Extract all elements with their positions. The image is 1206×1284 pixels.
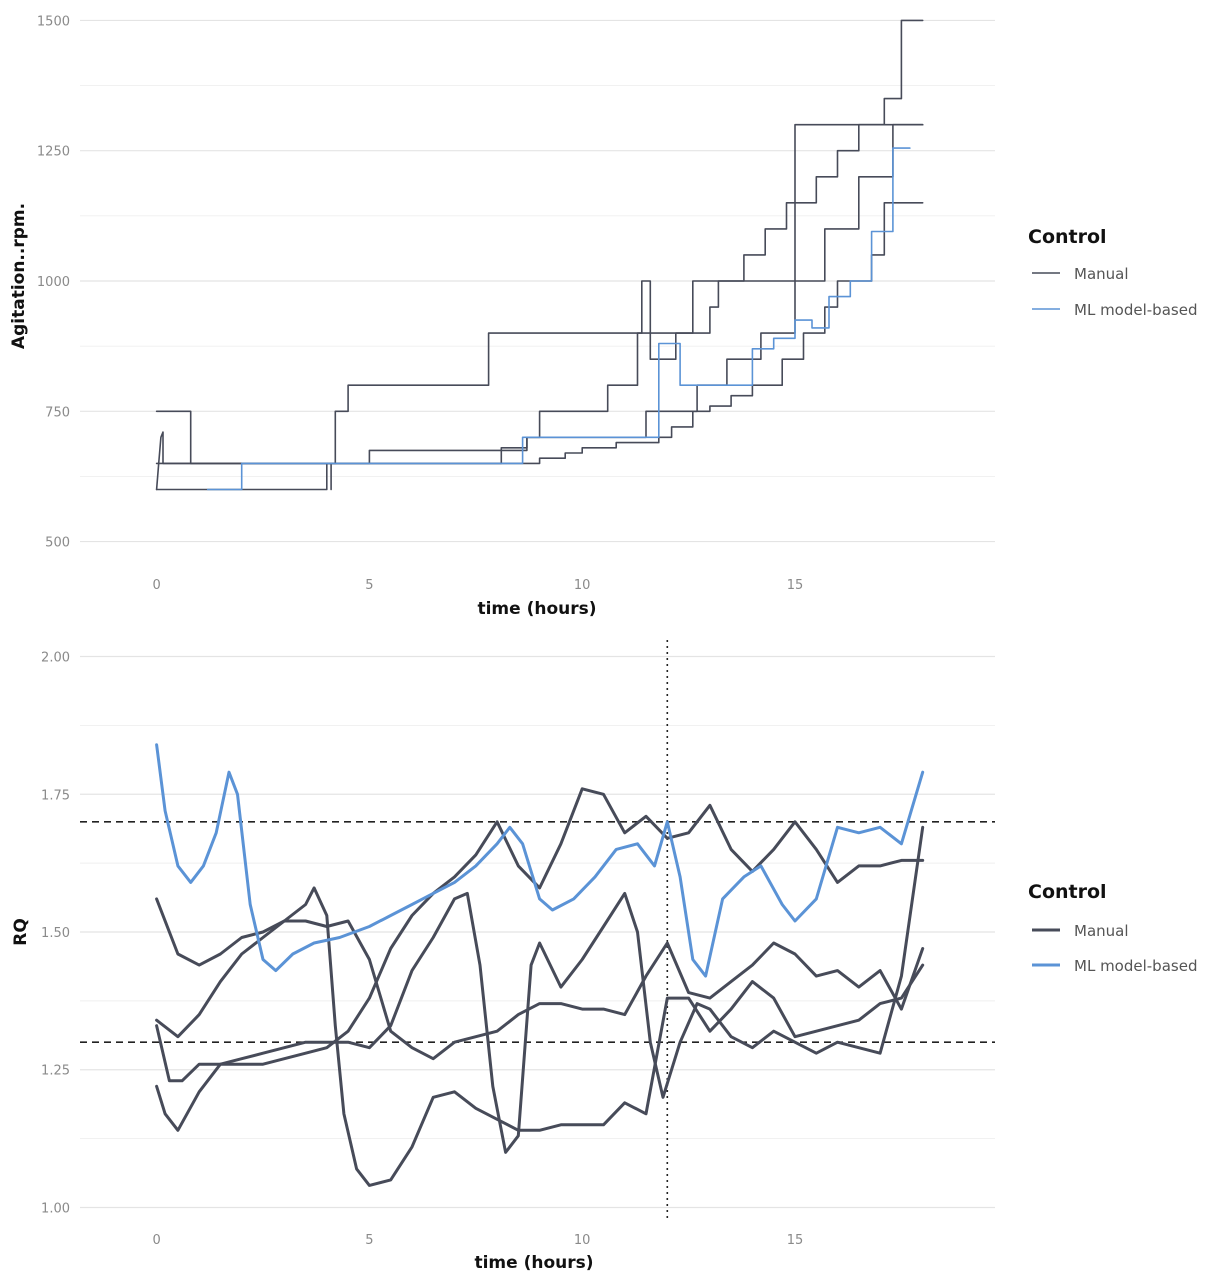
agitation-y-tick-label: 1000 xyxy=(37,275,70,290)
rq-legend: Control Manual ML model-based xyxy=(1028,881,1197,975)
agitation-x-tick-label: 15 xyxy=(787,578,804,593)
agitation-x-tick-label: 0 xyxy=(152,578,160,593)
agitation-ylabel: Agitation..rpm. xyxy=(9,203,29,349)
rq-y-tick-label: 1.00 xyxy=(41,1201,70,1216)
rq-series xyxy=(155,743,925,1187)
rq-ticks: 1.00 1.25 1.50 1.75 2.00 0 5 10 15 xyxy=(41,651,803,1248)
rq-series-manual-2 xyxy=(155,886,925,1187)
agitation-ticks: 500 750 1000 1250 1500 0 5 10 15 xyxy=(37,14,803,593)
rq-series-manual-3 xyxy=(155,825,925,1154)
agitation-legend: Control Manual ML model-based xyxy=(1028,226,1197,319)
agitation-series-manual-1 xyxy=(155,123,924,465)
rq-series-ml-model-based xyxy=(155,743,925,978)
agitation-y-tick-label: 1250 xyxy=(37,145,70,160)
rq-x-tick-label: 15 xyxy=(787,1233,804,1248)
rq-y-tick-label: 1.25 xyxy=(41,1064,70,1079)
rq-y-tick-label: 2.00 xyxy=(41,651,70,666)
agitation-grid xyxy=(80,19,995,543)
agitation-y-tick-label: 1500 xyxy=(37,14,70,29)
rq-legend-title: Control xyxy=(1028,881,1107,903)
rq-x-tick-label: 0 xyxy=(152,1233,160,1248)
agitation-series-ml-model-based xyxy=(206,147,911,491)
rq-legend-label-manual: Manual xyxy=(1074,922,1129,940)
agitation-legend-label-ml: ML model-based xyxy=(1074,301,1197,319)
rq-x-tick-label: 10 xyxy=(574,1233,591,1248)
rq-y-tick-label: 1.75 xyxy=(41,788,70,803)
agitation-x-tick-label: 5 xyxy=(365,578,373,593)
rq-reference-lines xyxy=(80,640,995,1222)
rq-ylabel: RQ xyxy=(11,918,31,946)
agitation-series xyxy=(155,19,924,491)
rq-xlabel: time (hours) xyxy=(474,1253,593,1273)
rq-x-tick-label: 5 xyxy=(365,1233,373,1248)
agitation-panel: 500 750 1000 1250 1500 0 5 10 15 time (hours) Ag… xyxy=(9,14,1197,619)
agitation-xlabel: time (hours) xyxy=(477,599,596,619)
rq-grid xyxy=(80,655,995,1209)
agitation-series-manual-2 xyxy=(155,19,924,465)
agitation-y-tick-label: 500 xyxy=(45,536,70,551)
agitation-x-tick-label: 10 xyxy=(574,578,591,593)
rq-panel: 1.001.251.501.752.000 5 10 15 time (hours) … xyxy=(11,640,1197,1273)
agitation-legend-title: Control xyxy=(1028,226,1107,248)
rq-y-tick-label: 1.50 xyxy=(41,926,70,941)
rq-legend-label-ml: ML model-based xyxy=(1074,957,1197,975)
agitation-y-tick-label: 750 xyxy=(45,405,70,420)
agitation-series-manual-4 xyxy=(155,202,924,491)
rq-series-manual-4 xyxy=(155,787,925,1083)
agitation-legend-label-manual: Manual xyxy=(1074,265,1129,283)
